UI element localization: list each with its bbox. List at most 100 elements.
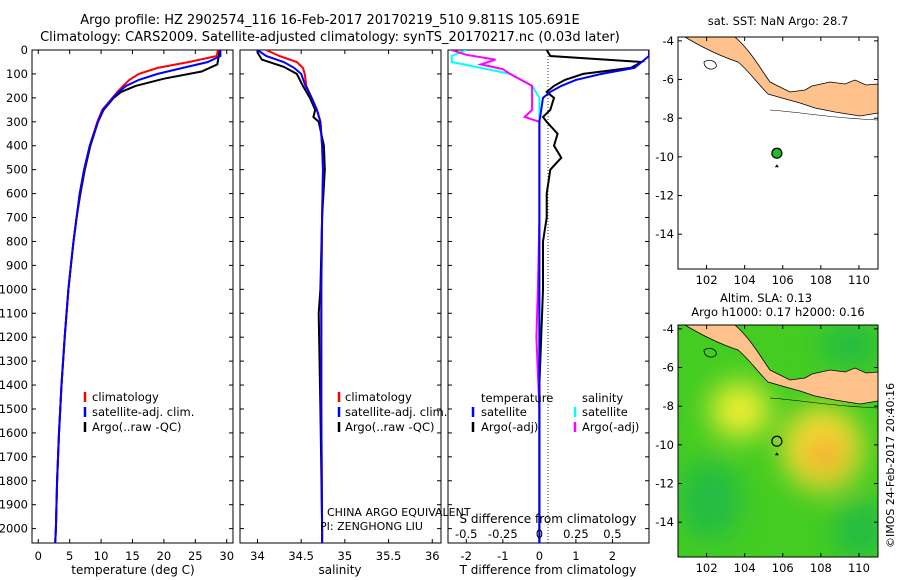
sdiff-argo-line <box>451 50 541 543</box>
map-lon-label: 108 <box>810 273 832 287</box>
map-lat-label: -12 <box>655 477 674 491</box>
sdiff-satellite-line <box>450 50 541 543</box>
map-lat-label: -6 <box>663 361 674 375</box>
tdiff-tick-label: -2 <box>461 549 472 563</box>
legend-label-climatology: climatology <box>92 390 159 404</box>
map-lat-label: -10 <box>655 150 674 164</box>
legend-label-t-argo: Argo(-adj) <box>481 420 538 434</box>
sdiff-tick-label: 0 <box>536 527 543 541</box>
sdiff-tick-label: 0.5 <box>603 527 621 541</box>
salinity-legend: climatology satellite-adj. clim. Argo(..… <box>320 390 471 533</box>
legend-label-argo: Argo(..raw -QC) <box>92 420 182 434</box>
depth-tick-label: 1200 <box>0 330 28 344</box>
legend-label-s-satellite: satellite <box>582 405 628 419</box>
depth-tick-label: 1000 <box>0 282 28 296</box>
float-pi: PI: ZENGHONG LIU <box>320 520 423 533</box>
map-lon-label: 106 <box>772 561 794 575</box>
imos-credit: ©IMOS 24-Feb-2017 20:40:16 <box>884 383 897 548</box>
legend-label-t-satellite: satellite <box>481 405 527 419</box>
argo-position-marker <box>771 147 783 159</box>
previous-position-marker <box>774 164 779 168</box>
sla-map-title-2: Argo h1000: 0.17 h2000: 0.16 <box>691 305 864 319</box>
temperature-xlabel: temperature (deg C) <box>71 563 194 577</box>
sla-field <box>678 325 878 557</box>
sla-map-axes <box>677 324 879 558</box>
title-line-2: Climatology: CARS2009. Satellite-adjuste… <box>40 30 620 45</box>
depth-tick-label: 500 <box>6 163 28 177</box>
legend-label-satellite: satellite-adj. clim. <box>345 405 447 419</box>
temperature-argo-line <box>54 50 221 543</box>
salinity-axes <box>239 49 442 544</box>
difference-legend: temperature satellite Argo(-adj) salinit… <box>471 391 639 434</box>
legend-title-salinity: salinity <box>582 391 623 405</box>
depth-tick-label: 300 <box>6 115 28 129</box>
title-line-1: Argo profile: HZ 2902574_116 16-Feb-2017… <box>80 13 580 28</box>
sdiff-tick-label: 0.25 <box>563 527 589 541</box>
sst-map-axes <box>677 36 879 270</box>
salinity-xlabel: salinity <box>318 563 361 577</box>
temperature-tick-label: 10 <box>94 549 109 563</box>
depth-tick-label: 200 <box>6 91 28 105</box>
sdiff-tick-label: -0.5 <box>455 527 477 541</box>
map2-land <box>678 325 878 409</box>
sdiff-tick-label: -0.25 <box>488 527 518 541</box>
map-lat-label: -4 <box>663 322 674 336</box>
depth-tick-label: 0 <box>21 43 28 57</box>
depth-tick-label: 1700 <box>0 450 28 464</box>
temperature-tick-label: 25 <box>188 549 203 563</box>
depth-tick-label: 600 <box>6 187 28 201</box>
map-lon-label: 102 <box>696 273 718 287</box>
temperature-tick-label: 15 <box>125 549 140 563</box>
depth-tick-label: 1500 <box>0 402 28 416</box>
temperature-climatology-line <box>54 50 219 543</box>
map-lon-label: 110 <box>848 273 870 287</box>
depth-tick-label: 1900 <box>0 498 28 512</box>
map-lat-label: -8 <box>663 399 674 413</box>
map-lat-label: -12 <box>655 189 674 203</box>
difference-xlabel: T difference from climatology <box>459 563 637 577</box>
map1-land <box>678 37 878 121</box>
salinity-tick-label: 34.5 <box>288 549 314 563</box>
difference-xlabel-top: S difference from climatology <box>460 512 637 526</box>
map-lon-label: 108 <box>810 561 832 575</box>
depth-tick-label: 2000 <box>0 522 28 536</box>
temperature-axes <box>31 49 234 544</box>
tdiff-tick-label: 0 <box>536 549 543 563</box>
sst-map-title: sat. SST: NaN Argo: 28.7 <box>708 14 849 28</box>
depth-tick-label: 1300 <box>0 354 28 368</box>
map-lon-label: 104 <box>734 561 756 575</box>
tdiff-tick-label: -1 <box>497 549 508 563</box>
temperature-tick-label: 20 <box>157 549 172 563</box>
temperature-tick-label: 5 <box>66 549 73 563</box>
sla-map-title-1: Altim. SLA: 0.13 <box>720 291 812 305</box>
depth-tick-label: 1600 <box>0 426 28 440</box>
salinity-argo-line <box>256 50 326 543</box>
difference-axes <box>447 49 650 544</box>
map-lon-label: 110 <box>848 561 870 575</box>
map-lat-label: -6 <box>663 73 674 87</box>
salinity-tick-label: 36 <box>425 549 440 563</box>
temperature-tick-label: 0 <box>35 549 42 563</box>
temperature-legend: climatology satellite-adj. clim. Argo(..… <box>83 390 194 434</box>
depth-tick-label: 1100 <box>0 306 28 320</box>
argo-position-marker <box>771 435 783 447</box>
map-lat-label: -8 <box>663 111 674 125</box>
depth-tick-label: 1400 <box>0 378 28 392</box>
salinity-satellite-line <box>256 50 325 543</box>
salinity-tick-label: 35 <box>338 549 353 563</box>
map-lat-label: -4 <box>663 34 674 48</box>
tdiff-satellite-line <box>538 50 649 543</box>
depth-tick-label: 800 <box>6 234 28 248</box>
map-lon-label: 106 <box>772 273 794 287</box>
depth-tick-label: 1800 <box>0 474 28 488</box>
float-agency: CHINA ARGO EQUIVALENT <box>327 506 471 519</box>
temperature-satellite-line <box>54 50 222 543</box>
depth-tick-label: 100 <box>6 67 28 81</box>
map-lat-label: -14 <box>655 227 674 241</box>
legend-label-climatology: climatology <box>345 390 412 404</box>
legend-label-s-argo: Argo(-adj) <box>582 420 639 434</box>
legend-label-satellite: satellite-adj. clim. <box>92 405 194 419</box>
depth-tick-label: 400 <box>6 139 28 153</box>
tdiff-tick-label: 2 <box>609 549 616 563</box>
